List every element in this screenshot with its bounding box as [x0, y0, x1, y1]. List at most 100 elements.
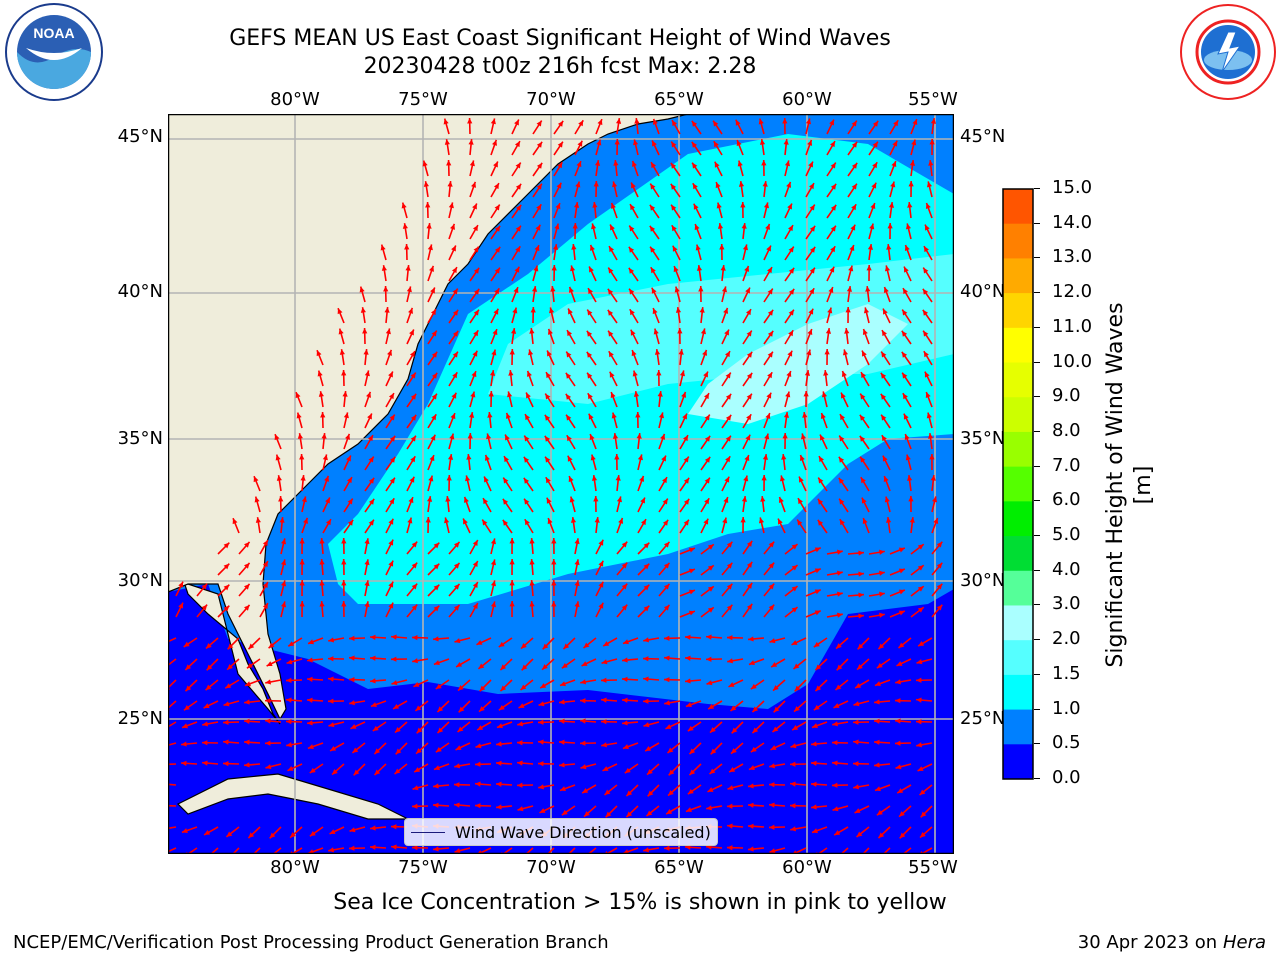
arrow-head [768, 562, 775, 569]
arrow-head [328, 698, 334, 704]
arrow-head [433, 605, 440, 612]
arrow-head [498, 641, 505, 648]
arrow-head [387, 349, 392, 356]
arrow-head [811, 781, 817, 787]
arrow-head [567, 330, 573, 337]
arrow-head [683, 456, 689, 463]
arrow-head [425, 517, 431, 523]
arrow-head [728, 682, 735, 687]
arrow-head [570, 265, 576, 272]
arrow-head [325, 519, 331, 526]
arrow-head [370, 678, 376, 684]
arrow-head [748, 765, 755, 771]
colorbar-cell [1003, 466, 1033, 502]
arrow-head [647, 790, 654, 797]
arrow-head [561, 662, 568, 669]
arrow-head [586, 351, 593, 358]
arrow-head [609, 371, 615, 378]
arrow-head [768, 604, 775, 611]
arrow-head [737, 160, 743, 167]
lat-label-left: 35°N [117, 428, 163, 449]
arrow-head [429, 455, 435, 462]
arrow-head [726, 583, 733, 590]
arrow-head [538, 739, 544, 745]
arrow-head [651, 162, 657, 169]
arrow-head [666, 809, 673, 815]
arrow-head [724, 476, 730, 483]
arrow-head [568, 476, 574, 483]
arrow-head [349, 677, 355, 683]
arrow-head [909, 160, 916, 166]
arrow-head [689, 748, 696, 755]
arrow-head [437, 706, 444, 713]
arrow-head [814, 547, 821, 553]
arrow-head [884, 496, 890, 503]
arrow-head [492, 139, 497, 146]
arrow-head [630, 329, 636, 336]
arrow-head [881, 435, 887, 442]
arrow-head [692, 162, 698, 169]
arrow-head [446, 475, 452, 481]
arrow-head [505, 434, 510, 441]
arrow-head [529, 580, 535, 586]
arrow-head [779, 475, 786, 482]
arrow-head [370, 825, 376, 831]
arrow-head [656, 370, 662, 376]
arrow-head [841, 370, 847, 377]
arrow-head [925, 224, 930, 231]
arrow-head [364, 538, 370, 545]
arrow-head [660, 433, 666, 440]
arrow-head [726, 604, 733, 611]
arrow-head [223, 739, 229, 745]
arrow-head [727, 635, 733, 641]
arrow-head [299, 601, 305, 607]
arrow-head [662, 498, 668, 505]
arrow-head [549, 307, 555, 314]
arrow-head [918, 641, 925, 647]
arrow-head [437, 727, 444, 734]
arrow-head [608, 351, 614, 358]
arrow-head [782, 433, 788, 439]
arrow-head [800, 433, 807, 440]
arrow-head [671, 141, 677, 148]
arrow-head [338, 328, 344, 335]
colorbar-tick-mark [1034, 292, 1040, 294]
arrow-head [449, 433, 455, 440]
colorbar-tick-label: 5.0 [1052, 524, 1081, 546]
arrow-head [475, 781, 481, 787]
arrow-head [614, 454, 620, 460]
arrow-head [309, 830, 316, 837]
arrow-head [598, 581, 604, 588]
arrow-head [286, 659, 293, 665]
arrow-head [807, 329, 813, 336]
colorbar-cell [1003, 570, 1033, 606]
arrow-head [916, 742, 923, 748]
arrow-head [746, 330, 752, 337]
arrow-head [704, 435, 711, 442]
arrow-head [362, 328, 368, 334]
arrow-head [505, 412, 511, 419]
arrow-head [559, 699, 565, 705]
arrow-head [834, 830, 841, 836]
arrow-head [559, 739, 565, 745]
arrow-head [364, 559, 370, 566]
arrow-head [629, 288, 635, 295]
arrow-head [546, 372, 552, 379]
arrow-head [563, 643, 570, 650]
arrow-head [453, 541, 460, 548]
arrow-head [664, 677, 670, 683]
arrow-head [811, 828, 818, 834]
colorbar-tick-label: 0.0 [1052, 767, 1081, 788]
arrow-head [679, 370, 685, 377]
arrow-head [489, 370, 496, 376]
arrow-head [849, 245, 855, 252]
arrow-head [886, 244, 892, 250]
arrow-head [858, 571, 864, 577]
arrow-head [719, 244, 725, 250]
arrow-head [725, 456, 731, 463]
arrow-head [530, 307, 536, 313]
arrow-head [544, 414, 551, 421]
arrow-head [581, 661, 588, 666]
arrow-head [839, 498, 845, 505]
arrow-head [809, 225, 816, 232]
